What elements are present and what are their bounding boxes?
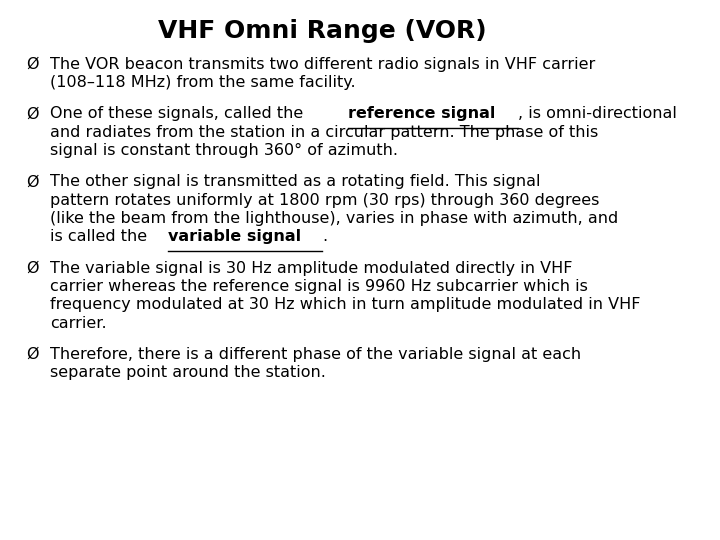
Text: Ø: Ø bbox=[26, 261, 38, 275]
Text: variable signal: variable signal bbox=[168, 230, 302, 245]
Text: separate point around the station.: separate point around the station. bbox=[50, 365, 326, 380]
Text: frequency modulated at 30 Hz which in turn amplitude modulated in VHF: frequency modulated at 30 Hz which in tu… bbox=[50, 298, 641, 312]
Text: signal is constant through 360° of azimuth.: signal is constant through 360° of azimu… bbox=[50, 143, 398, 158]
Text: reference signal: reference signal bbox=[348, 106, 496, 122]
Text: (108–118 MHz) from the same facility.: (108–118 MHz) from the same facility. bbox=[50, 75, 356, 90]
Text: Ø: Ø bbox=[26, 347, 38, 362]
Text: .: . bbox=[322, 230, 327, 245]
Text: (like the beam from the lighthouse), varies in phase with azimuth, and: (like the beam from the lighthouse), var… bbox=[50, 211, 618, 226]
Text: One of these signals, called the: One of these signals, called the bbox=[50, 106, 309, 122]
Text: The VOR beacon transmits two different radio signals in VHF carrier: The VOR beacon transmits two different r… bbox=[50, 57, 595, 72]
Text: is called the: is called the bbox=[50, 230, 153, 245]
Text: Therefore, there is a different phase of the variable signal at each: Therefore, there is a different phase of… bbox=[50, 347, 581, 362]
Text: pattern rotates uniformly at 1800 rpm (30 rps) through 360 degrees: pattern rotates uniformly at 1800 rpm (3… bbox=[50, 193, 600, 207]
Text: VHF Omni Range (VOR): VHF Omni Range (VOR) bbox=[158, 19, 486, 43]
Text: carrier.: carrier. bbox=[50, 316, 107, 330]
Text: Ø: Ø bbox=[26, 174, 38, 189]
Text: and radiates from the station in a circular pattern. The phase of this: and radiates from the station in a circu… bbox=[50, 125, 598, 140]
Text: The other signal is transmitted as a rotating field. This signal: The other signal is transmitted as a rot… bbox=[50, 174, 541, 189]
Text: Ø: Ø bbox=[26, 106, 38, 122]
Text: carrier whereas the reference signal is 9960 Hz subcarrier which is: carrier whereas the reference signal is … bbox=[50, 279, 588, 294]
Text: The variable signal is 30 Hz amplitude modulated directly in VHF: The variable signal is 30 Hz amplitude m… bbox=[50, 261, 572, 275]
Text: , is omni-directional: , is omni-directional bbox=[518, 106, 678, 122]
Text: Ø: Ø bbox=[26, 57, 38, 72]
